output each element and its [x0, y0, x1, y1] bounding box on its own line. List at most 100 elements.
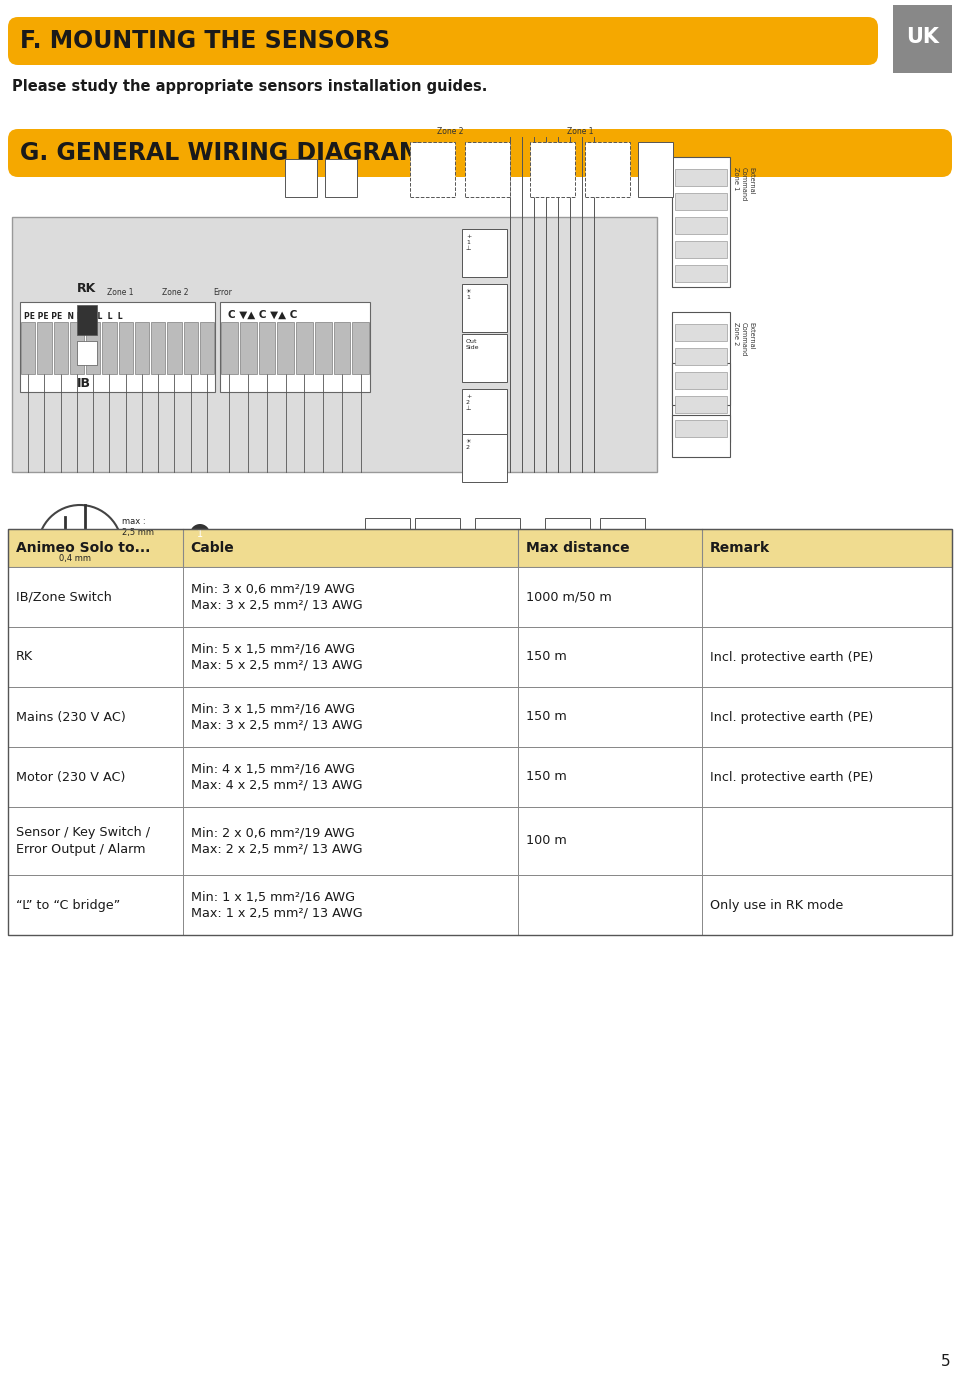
Bar	[675, 193, 727, 209]
Text: Outside
●: Outside ●	[481, 530, 514, 549]
Bar	[675, 169, 727, 186]
Text: “L” to “C bridge”: “L” to “C bridge”	[16, 899, 120, 911]
Bar	[86, 322, 100, 374]
Text: Motor (230 V AC): Motor (230 V AC)	[16, 771, 126, 784]
Bar	[585, 141, 630, 197]
Bar	[54, 322, 68, 374]
Text: Mains (230 V AC): Mains (230 V AC)	[16, 710, 126, 724]
Text: Zone 2: Zone 2	[161, 288, 188, 297]
Circle shape	[190, 524, 210, 544]
Text: 100 m: 100 m	[526, 835, 566, 847]
Bar	[258, 322, 276, 374]
Bar	[277, 322, 294, 374]
Text: Min: 5 x 1,5 mm²/16 AWG
Max: 5 x 2,5 mm²/ 13 AWG: Min: 5 x 1,5 mm²/16 AWG Max: 5 x 2,5 mm²…	[191, 642, 362, 671]
Bar	[296, 322, 313, 374]
Bar	[8, 875, 952, 935]
Bar	[465, 141, 510, 197]
Text: G. GENERAL WIRING DIAGRAM: G. GENERAL WIRING DIAGRAM	[20, 141, 422, 165]
Bar	[8, 528, 952, 567]
Bar	[352, 322, 369, 374]
Bar	[462, 334, 507, 381]
Text: max :
2,5 mm: max : 2,5 mm	[122, 517, 154, 537]
Bar	[220, 302, 370, 393]
Bar	[475, 517, 520, 560]
Bar	[600, 517, 645, 560]
Text: 150 m: 150 m	[526, 771, 566, 784]
Bar	[545, 517, 590, 560]
Text: Incl. protective earth (PE): Incl. protective earth (PE)	[709, 710, 873, 724]
Text: Cable: Cable	[191, 541, 234, 555]
Text: Only use in RK mode: Only use in RK mode	[709, 899, 843, 911]
Bar	[675, 216, 727, 234]
Text: ☀
2: ☀ 2	[466, 440, 471, 449]
Text: Min: 3 x 0,6 mm²/19 AWG
Max: 3 x 2,5 mm²/ 13 AWG: Min: 3 x 0,6 mm²/19 AWG Max: 3 x 2,5 mm²…	[191, 583, 362, 612]
Text: Min: 2 x 0,6 mm²/19 AWG
Max: 2 x 2,5 mm²/ 13 AWG: Min: 2 x 0,6 mm²/19 AWG Max: 2 x 2,5 mm²…	[191, 827, 362, 856]
Text: 2: 2	[197, 589, 204, 599]
Text: UK: UK	[906, 26, 939, 47]
Bar	[21, 322, 36, 374]
Bar	[77, 305, 97, 336]
Text: Animeo Solo to...: Animeo Solo to...	[16, 541, 151, 555]
Bar	[8, 807, 952, 875]
FancyBboxPatch shape	[8, 129, 952, 178]
Bar	[462, 388, 507, 437]
FancyBboxPatch shape	[8, 17, 878, 65]
Text: 5: 5	[941, 1354, 950, 1369]
Bar	[151, 322, 165, 374]
Text: Zone 2: Zone 2	[437, 128, 464, 136]
Text: +
2
⊥: + 2 ⊥	[466, 394, 471, 411]
Text: ≋: ≋	[618, 534, 626, 544]
Bar	[8, 748, 952, 807]
Bar	[20, 302, 215, 393]
Text: Min: 1 x 1,5 mm²/16 AWG
Max: 1 x 2,5 mm²/ 13 AWG: Min: 1 x 1,5 mm²/16 AWG Max: 1 x 2,5 mm²…	[191, 890, 362, 920]
Text: RK: RK	[77, 282, 96, 295]
Text: +
1
⊥: + 1 ⊥	[466, 234, 471, 251]
Text: 1: 1	[197, 528, 204, 540]
Bar	[183, 322, 198, 374]
Text: ☀
1: ☀ 1	[466, 288, 471, 300]
Text: Incl. protective earth (PE): Incl. protective earth (PE)	[709, 651, 873, 663]
Text: C ▼▲ C ▼▲ C: C ▼▲ C ▼▲ C	[228, 311, 298, 320]
Bar	[37, 322, 52, 374]
Bar	[638, 141, 673, 197]
Bar	[8, 528, 952, 935]
Text: Max distance: Max distance	[526, 541, 630, 555]
Bar	[77, 341, 97, 365]
Text: External
Command
Zone 2: External Command Zone 2	[733, 322, 754, 356]
Bar	[462, 284, 507, 331]
Text: Error: Error	[213, 288, 232, 297]
Text: F. MOUNTING THE SENSORS: F. MOUNTING THE SENSORS	[20, 29, 390, 53]
Bar	[893, 6, 952, 74]
Text: 150 m: 150 m	[526, 651, 566, 663]
Bar	[675, 372, 727, 388]
Bar	[675, 420, 727, 437]
Text: IB: IB	[77, 377, 91, 390]
Bar	[530, 141, 575, 197]
Text: 150 m: 150 m	[526, 710, 566, 724]
Text: Please study the appropriate sensors installation guides.: Please study the appropriate sensors ins…	[12, 79, 488, 94]
Text: RK: RK	[16, 651, 34, 663]
Bar	[675, 241, 727, 258]
Bar	[8, 687, 952, 748]
Text: 0,4 mm: 0,4 mm	[59, 555, 91, 563]
Bar	[325, 160, 357, 197]
Text: Zone 1: Zone 1	[107, 288, 133, 297]
Bar	[675, 348, 727, 365]
Bar	[333, 322, 350, 374]
Bar	[103, 322, 116, 374]
Bar	[415, 517, 460, 560]
Text: 1000 m/50 m: 1000 m/50 m	[526, 591, 612, 603]
Bar	[134, 322, 149, 374]
Bar	[410, 141, 455, 197]
Text: 📷²: 📷²	[433, 534, 442, 544]
Bar	[167, 322, 181, 374]
Bar	[315, 322, 331, 374]
Bar	[672, 312, 730, 442]
Bar	[8, 627, 952, 687]
Circle shape	[190, 584, 210, 603]
Bar	[365, 517, 410, 560]
Text: PE PE PE  N N N  L  L  L: PE PE PE N N N L L L	[24, 312, 123, 320]
Text: IB/Zone Switch: IB/Zone Switch	[16, 591, 112, 603]
Bar	[675, 265, 727, 282]
Text: Min: 4 x 1,5 mm²/16 AWG
Max: 4 x 2,5 mm²/ 13 AWG: Min: 4 x 1,5 mm²/16 AWG Max: 4 x 2,5 mm²…	[191, 761, 362, 792]
